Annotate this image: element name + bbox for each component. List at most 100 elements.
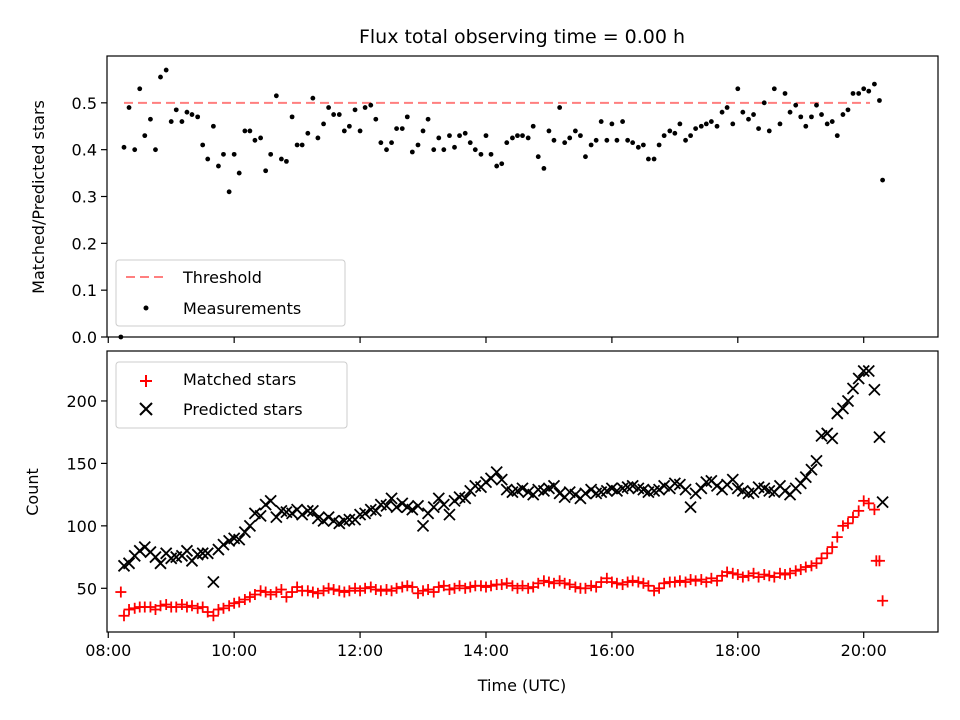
matched-point (870, 555, 882, 567)
measurement-point (336, 112, 342, 117)
measurement-point (766, 128, 772, 134)
matched-point (406, 581, 418, 593)
matched-point (627, 575, 639, 587)
matched-point (449, 582, 461, 594)
measurement-point (530, 123, 536, 129)
measurement-point (378, 140, 384, 146)
predicted-point (264, 494, 277, 508)
measurement-point (630, 140, 636, 146)
measurement-point (609, 121, 615, 127)
matched-point (658, 577, 670, 589)
matched-point (454, 580, 466, 592)
matched-point (877, 595, 889, 607)
matched-point (805, 560, 817, 572)
matched-point (695, 574, 707, 586)
matched-point (590, 581, 602, 593)
matched-point (554, 575, 566, 587)
predicted-point (448, 494, 461, 508)
measurement-point (168, 119, 174, 124)
predicted-point (579, 487, 592, 500)
matched-point (233, 596, 245, 608)
predicted-point (479, 475, 493, 489)
matched-point (307, 586, 319, 598)
matched-point (443, 584, 455, 596)
matched-point (569, 581, 581, 593)
predicted-point (516, 482, 529, 495)
matched-point (338, 586, 350, 598)
measurement-point (163, 67, 169, 73)
matched-point (517, 580, 528, 592)
predicted-point (569, 488, 582, 501)
matched-point (129, 602, 141, 614)
matched-point (496, 579, 508, 591)
matched-point (559, 577, 571, 589)
legend-threshold-label: Threshold (182, 268, 262, 287)
predicted-point (358, 507, 372, 520)
matched-point (228, 597, 240, 609)
predicted-point (285, 507, 299, 520)
measurement-point (880, 177, 885, 183)
measurement-point (404, 114, 410, 120)
matched-point (186, 600, 198, 612)
measurement-point (593, 137, 599, 143)
matched-point (365, 581, 377, 593)
matched-point (732, 569, 744, 581)
matched-point (401, 580, 413, 592)
measurement-point (588, 142, 594, 148)
measurement-point (179, 119, 185, 124)
measurement-point (861, 86, 867, 92)
measurement-point (126, 105, 132, 110)
matched-point (831, 531, 843, 543)
matched-point (737, 571, 749, 583)
matched-point (637, 577, 649, 589)
measurement-point (205, 156, 211, 162)
predicted-point (857, 364, 870, 378)
measurement-point (688, 133, 693, 139)
measurement-point (346, 123, 352, 129)
measurement-point (284, 158, 289, 164)
measurement-point (368, 102, 374, 108)
predicted-points (117, 364, 889, 589)
measurement-point (305, 130, 311, 136)
matched-point (391, 582, 403, 594)
measurement-point (431, 147, 437, 153)
matched-point (727, 567, 739, 579)
measurement-point (278, 156, 284, 162)
measurement-point (472, 147, 478, 153)
measurement-point (357, 128, 363, 134)
measurement-point (384, 147, 389, 153)
matched-point (617, 579, 629, 591)
top-panel: 0.0 0.1 0.2 0.3 0.4 0.5 Matched/Predicted sta… (29, 55, 939, 347)
matched-point (858, 495, 870, 507)
predicted-point (180, 544, 194, 557)
measurement-point (415, 142, 421, 148)
measurement-point (478, 151, 484, 157)
measurement-point (661, 133, 667, 139)
measurement-point (730, 121, 736, 127)
measurement-point (777, 121, 783, 127)
matched-point (863, 497, 875, 509)
matched-point (711, 575, 723, 587)
matched-point (485, 580, 497, 592)
measurement-point (273, 93, 279, 99)
measurement-point (389, 140, 394, 146)
measurement-point (856, 91, 862, 96)
measurement-point (394, 126, 399, 131)
measurement-point (798, 114, 804, 120)
bottom-legend: Matched stars Predicted stars (115, 361, 348, 429)
bottom-y-ticks: 50 100 150 200 (66, 392, 107, 598)
matched-point (790, 565, 802, 577)
matched-point (475, 580, 487, 592)
measurement-point (667, 128, 673, 134)
measurement-point (640, 142, 646, 148)
measurement-point (872, 81, 877, 87)
bottom-x-ticks: 08:00 10:00 12:00 14:00 16:00 18:00 20:00 (85, 632, 887, 660)
measurement-point (310, 95, 316, 101)
matched-point (286, 586, 298, 598)
matched-point (611, 577, 623, 589)
measurement-point (840, 112, 846, 117)
measurement-point (499, 161, 505, 167)
matched-point (255, 585, 267, 597)
matched-point (837, 520, 849, 532)
measurement-point (756, 126, 761, 131)
